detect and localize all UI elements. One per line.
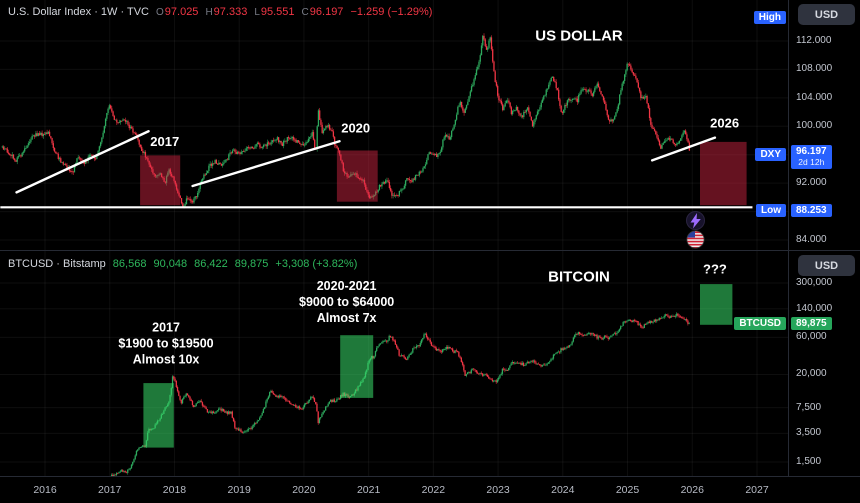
dxy-legend: U.S. Dollar Index · 1W · TVC O 97.025 H 97… bbox=[8, 6, 432, 18]
price-tick-label: 112.000 bbox=[796, 35, 832, 46]
svg-text:2017: 2017 bbox=[150, 134, 179, 149]
btc-currency-usd-button[interactable]: USD bbox=[798, 255, 855, 276]
price-tick-label: 60,000 bbox=[796, 331, 827, 343]
svg-text:2026: 2026 bbox=[710, 116, 739, 131]
candlestick-series bbox=[1, 33, 691, 209]
price-tick-label: 92.000 bbox=[796, 177, 827, 189]
dxy-currency-usd-button[interactable]: USD bbox=[798, 4, 855, 25]
time-tick-label: 2023 bbox=[486, 484, 510, 496]
lightning-boost-icon[interactable] bbox=[686, 211, 705, 230]
price-tick-label: 3,500 bbox=[796, 427, 822, 439]
btc-symbol-title[interactable]: BTCUSD · Bitstamp bbox=[8, 258, 106, 270]
price-tick-label: 104.000 bbox=[796, 91, 833, 103]
price-tick-label: 140,000 bbox=[796, 302, 833, 314]
time-tick-label: 2022 bbox=[421, 484, 446, 496]
time-tick-label: 2019 bbox=[227, 484, 251, 496]
svg-text:Almost 10x: Almost 10x bbox=[133, 352, 200, 366]
svg-text:2020-2021: 2020-2021 bbox=[317, 279, 377, 293]
time-tick-label: 2025 bbox=[615, 484, 640, 496]
time-tick-label: 2017 bbox=[98, 484, 122, 496]
highlight-boxes[interactable] bbox=[140, 141, 747, 206]
btc-open: 86,568 bbox=[112, 258, 147, 270]
dxy-high: H 97.333 bbox=[205, 6, 248, 18]
low-label-badge: Low bbox=[756, 204, 786, 217]
dxy-last-price: 96.197 bbox=[796, 146, 827, 157]
time-axis[interactable]: 2016 2017 2018 2019 2020 2021 2022 2023 2024 2025… bbox=[0, 477, 860, 503]
pane-separator[interactable] bbox=[0, 250, 860, 251]
svg-text:???: ??? bbox=[703, 261, 727, 276]
price-tick-label: 7,500 bbox=[796, 401, 822, 413]
text-annotations: 2017 2020 US DOLLAR 2026 bbox=[150, 28, 739, 149]
price-tick-label: 108.000 bbox=[796, 63, 833, 75]
time-tick-label: 2026 bbox=[680, 484, 704, 496]
time-tick-label: 2020 bbox=[292, 484, 316, 496]
dxy-bar-countdown: 2d 12h bbox=[798, 157, 825, 167]
us-flag-icon[interactable] bbox=[686, 230, 705, 249]
svg-text:$1900 to $19500: $1900 to $19500 bbox=[118, 336, 213, 350]
time-tick-label: 2018 bbox=[162, 484, 187, 496]
price-tick-label: 20,000 bbox=[796, 368, 827, 380]
price-axis[interactable]: 112.000108.000104.000100.00096.00092.000… bbox=[788, 0, 860, 477]
btc-change: +3,308 (+3.82%) bbox=[275, 258, 358, 270]
reaction-icons bbox=[686, 211, 705, 249]
btc-symbol-badge: BTCUSD bbox=[734, 317, 786, 330]
btc-high: 90,048 bbox=[153, 258, 188, 270]
low-price-badge: 88.253 bbox=[791, 204, 832, 217]
time-tick-label: 2027 bbox=[745, 484, 769, 496]
time-tick-label: 2021 bbox=[356, 484, 381, 496]
svg-text:$9000 to $64000: $9000 to $64000 bbox=[299, 295, 394, 309]
time-axis-separator bbox=[0, 476, 860, 477]
svg-text:BITCOIN: BITCOIN bbox=[548, 268, 610, 285]
dxy-close: C 96.197 bbox=[301, 6, 344, 18]
price-tick-label: 300,000 bbox=[796, 277, 833, 288]
grid-lines bbox=[0, 251, 788, 476]
svg-text:2020: 2020 bbox=[341, 121, 370, 136]
svg-text:Almost 7x: Almost 7x bbox=[317, 311, 377, 325]
price-tick-label: 1,500 bbox=[796, 456, 822, 467]
btc-price-pane[interactable]: 2017 $1900 to $19500 Almost 10x 2020-2021 $9… bbox=[0, 251, 788, 476]
grid-lines bbox=[0, 0, 788, 250]
btc-last-price-badge: 89,875 bbox=[791, 317, 832, 330]
high-label-badge: High bbox=[753, 11, 786, 24]
text-annotations: 2017 $1900 to $19500 Almost 10x 2020-2021 $9… bbox=[118, 261, 726, 366]
btc-close: 89,875 bbox=[234, 258, 269, 270]
time-tick-label: 2016 bbox=[33, 484, 57, 496]
dxy-last-price-badge: 96.197 2d 12h bbox=[791, 145, 832, 169]
svg-text:2017: 2017 bbox=[152, 320, 180, 334]
time-tick-label: 2024 bbox=[551, 484, 575, 496]
btc-low: 86,422 bbox=[194, 258, 228, 270]
highlight-boxes[interactable] bbox=[143, 284, 733, 448]
trendlines[interactable] bbox=[0, 130, 753, 209]
svg-text:US DOLLAR: US DOLLAR bbox=[535, 28, 623, 45]
price-tick-label: 100.000 bbox=[796, 120, 833, 132]
dxy-price-pane[interactable]: 2017 2020 US DOLLAR 2026 bbox=[0, 0, 788, 250]
btc-legend: BTCUSD · Bitstamp 86,568 90,048 86,422 8… bbox=[8, 258, 357, 270]
dxy-open: O 97.025 bbox=[156, 6, 199, 18]
dxy-symbol-title[interactable]: U.S. Dollar Index · 1W · TVC bbox=[8, 6, 149, 18]
price-tick-label: 84.000 bbox=[796, 234, 827, 245]
dxy-change: −1.259 (−1.29%) bbox=[350, 6, 433, 18]
dxy-symbol-badge: DXY bbox=[755, 148, 786, 161]
dxy-low: L 95.551 bbox=[254, 6, 295, 18]
